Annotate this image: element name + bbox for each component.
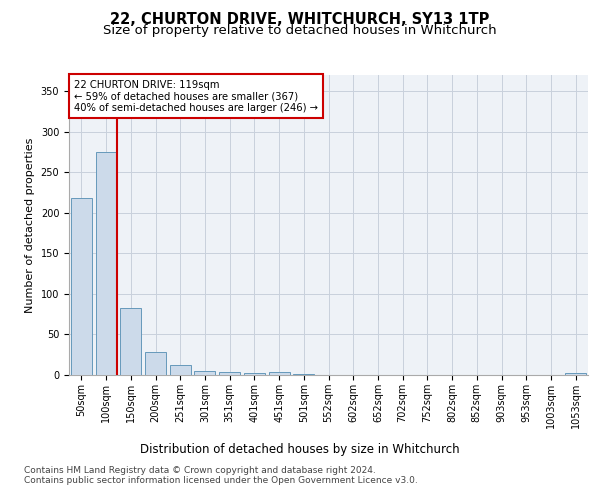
Text: 22 CHURTON DRIVE: 119sqm
← 59% of detached houses are smaller (367)
40% of semi-: 22 CHURTON DRIVE: 119sqm ← 59% of detach… xyxy=(74,80,318,112)
Bar xyxy=(145,352,166,375)
Text: Contains public sector information licensed under the Open Government Licence v3: Contains public sector information licen… xyxy=(24,476,418,485)
Text: Size of property relative to detached houses in Whitchurch: Size of property relative to detached ho… xyxy=(103,24,497,37)
Bar xyxy=(120,308,141,375)
Y-axis label: Number of detached properties: Number of detached properties xyxy=(25,138,35,312)
Bar xyxy=(170,366,191,375)
Bar xyxy=(194,371,215,375)
Bar xyxy=(219,372,240,375)
Text: Contains HM Land Registry data © Crown copyright and database right 2024.: Contains HM Land Registry data © Crown c… xyxy=(24,466,376,475)
Text: Distribution of detached houses by size in Whitchurch: Distribution of detached houses by size … xyxy=(140,442,460,456)
Bar xyxy=(293,374,314,375)
Bar xyxy=(269,372,290,375)
Bar xyxy=(244,372,265,375)
Bar xyxy=(95,152,116,375)
Text: 22, CHURTON DRIVE, WHITCHURCH, SY13 1TP: 22, CHURTON DRIVE, WHITCHURCH, SY13 1TP xyxy=(110,12,490,28)
Bar xyxy=(565,372,586,375)
Bar xyxy=(71,198,92,375)
